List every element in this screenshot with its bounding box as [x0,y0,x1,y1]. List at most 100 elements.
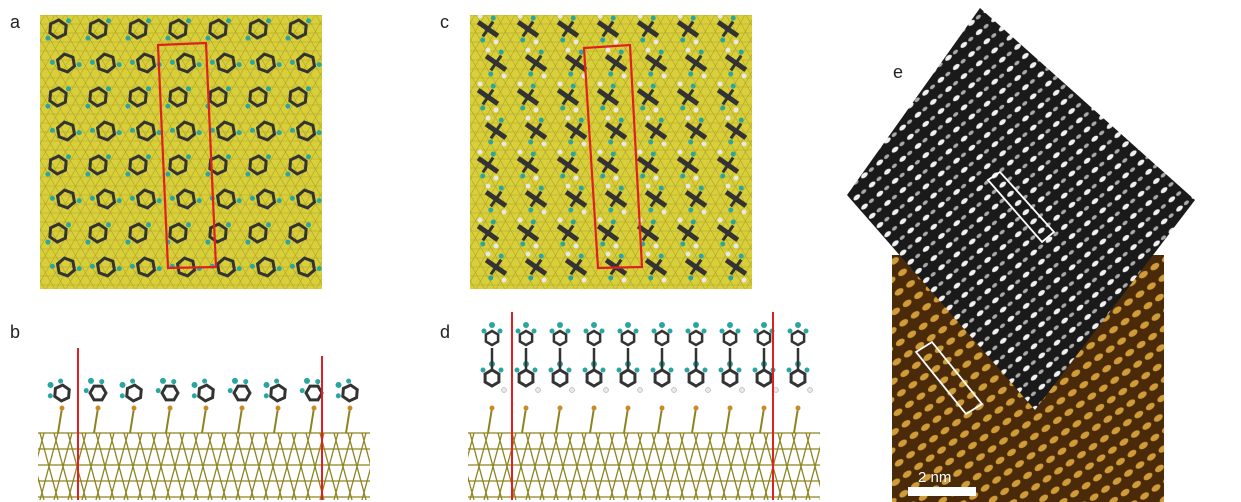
molecule [716,149,740,181]
panel-label-b: b [10,322,21,342]
molecule [684,251,708,283]
molecule [676,15,700,45]
molecule [49,120,82,142]
molecule [484,183,508,215]
experimental-unit-cell [914,340,984,416]
panel-c-top-view [470,15,752,289]
molecule [596,81,620,113]
molecule [85,154,112,177]
scale-bar [908,487,976,496]
gold-slab [468,432,820,500]
molecule [249,188,282,210]
adsorbed-molecules [480,322,813,434]
molecule [564,251,588,283]
molecule [85,222,112,245]
molecule [556,81,580,113]
molecule [676,217,700,249]
molecule [596,149,620,181]
molecule [169,52,202,74]
molecule [285,154,312,177]
molecule [636,81,660,113]
molecule [89,120,122,142]
molecule [676,81,700,113]
molecule [524,47,548,79]
molecule [644,115,668,147]
molecule [289,256,322,278]
molecule [476,217,500,249]
molecule [285,18,312,41]
molecule [476,149,500,181]
molecule [249,52,282,74]
molecule [516,81,540,113]
molecule [476,81,500,113]
panel-a-svg [40,15,322,289]
molecule [45,18,72,41]
molecule [205,154,232,177]
panel-label-a: a [10,12,21,32]
molecule [484,251,508,283]
molecule [205,18,232,41]
molecule [85,86,112,109]
unit-cell-outline [156,41,218,270]
molecule [89,256,122,278]
molecule [636,149,660,181]
molecule [125,18,152,41]
molecule [289,188,322,210]
molecule [245,18,272,41]
molecule [604,183,628,215]
molecule [604,115,628,147]
molecule [724,47,748,79]
molecule [516,15,540,45]
molecule [129,188,162,210]
molecule [125,154,152,177]
molecule [604,47,628,79]
molecule [285,222,312,245]
molecule [205,222,232,245]
molecule [684,47,708,79]
molecule [524,115,548,147]
molecule [596,15,620,45]
molecule [165,86,192,109]
panel-label-c: c [440,12,449,32]
molecule [249,256,282,278]
molecule [45,86,72,109]
panel-b-side-view [38,308,370,500]
molecule [556,149,580,181]
molecule [524,251,548,283]
molecule [245,222,272,245]
molecule [556,217,580,249]
panel-e-svg: 2 nm [847,8,1195,502]
molecule [684,183,708,215]
molecule [49,52,82,74]
molecule [89,188,122,210]
molecule [165,154,192,177]
molecule [684,115,708,147]
molecule [89,52,122,74]
molecule [636,15,660,45]
adsorbed-molecules [47,377,359,434]
molecule [45,154,72,177]
molecule [724,115,748,147]
scale-bar-label: 2 nm [918,469,951,486]
panel-b-svg [38,348,370,500]
molecule [596,217,620,249]
molecule [169,120,202,142]
molecule [516,149,540,181]
unit-cell-outline [582,43,644,270]
molecule [644,47,668,79]
molecule-layer [476,15,748,283]
panel-d-svg [468,312,820,500]
panel-label-d: d [440,322,451,342]
molecule [644,183,668,215]
molecule [169,188,202,210]
molecule [209,120,242,142]
molecule [484,47,508,79]
simulated-unit-cell [986,170,1056,244]
molecule [289,52,322,74]
molecule [45,222,72,245]
molecule [129,256,162,278]
molecule [245,86,272,109]
molecule [289,120,322,142]
molecule [516,217,540,249]
molecule [716,81,740,113]
